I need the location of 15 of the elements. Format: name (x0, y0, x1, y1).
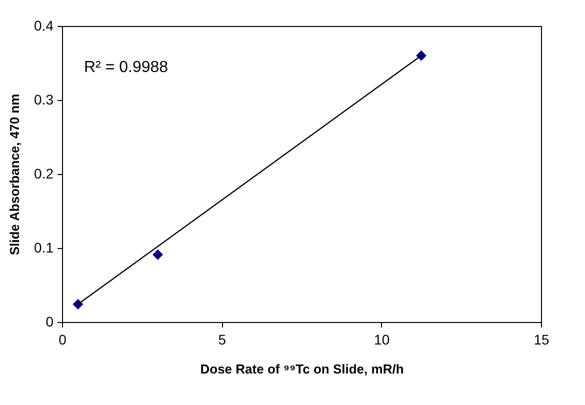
point (152, 249, 164, 260)
y-tick-label: 0.2 (34, 166, 54, 182)
y-tick-label: 0 (46, 314, 54, 330)
y-axis-title: Slide Absorbance, 470 nm (7, 94, 22, 256)
y-tick-label: 0.1 (34, 240, 54, 256)
x-tick-label: 10 (374, 332, 390, 348)
x-tick-label: 15 (534, 332, 550, 348)
y-tick-label: 0.4 (34, 18, 54, 34)
annotation: R² = 0.9988 (84, 59, 168, 76)
point (72, 298, 84, 310)
x-tick-label: 5 (218, 332, 226, 348)
x-axis-title: Dose Rate of ⁹⁹Tc on Slide, mR/h (200, 362, 404, 376)
x-tick-label: 0 (58, 332, 67, 348)
y-tick-label: 0.3 (34, 92, 54, 108)
point (416, 50, 426, 61)
